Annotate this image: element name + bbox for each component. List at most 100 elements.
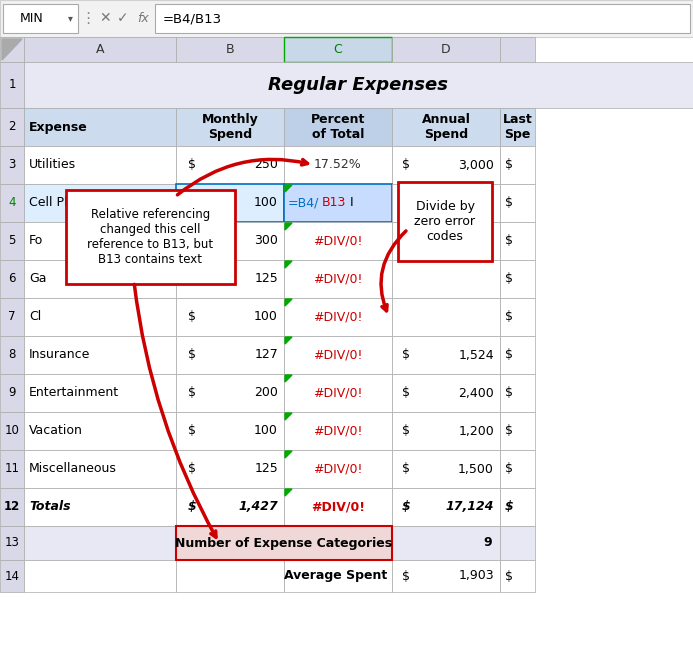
Bar [284, 108, 392, 146]
Bar [176, 488, 284, 526]
Text: $: $ [505, 462, 513, 476]
Text: Fo: Fo [29, 234, 43, 248]
Text: $: $ [402, 386, 410, 399]
Bar [284, 374, 392, 412]
Text: $: $ [402, 158, 410, 172]
Bar [500, 374, 535, 412]
Bar [500, 146, 535, 184]
Bar [0, 184, 24, 222]
Bar [392, 450, 500, 488]
Text: A: A [96, 43, 104, 56]
Bar [176, 108, 284, 146]
Text: 1,524: 1,524 [458, 348, 494, 362]
Bar [284, 146, 392, 184]
Bar [392, 412, 500, 450]
Text: 14: 14 [4, 570, 19, 582]
Bar [0, 108, 24, 146]
Bar [155, 4, 690, 33]
Text: 200: 200 [254, 386, 278, 399]
Polygon shape [285, 299, 292, 306]
Bar [392, 336, 500, 374]
Text: $: $ [505, 311, 513, 323]
Bar [24, 336, 176, 374]
Text: Relative referencing
changed this cell
reference to B13, but
B13 contains text: Relative referencing changed this cell r… [87, 207, 213, 266]
Text: fx: fx [137, 12, 149, 25]
Text: Cl: Cl [29, 311, 42, 323]
Text: $: $ [402, 348, 410, 362]
Bar [176, 412, 284, 450]
Bar [284, 412, 392, 450]
Text: #DIV/0!: #DIV/0! [313, 462, 362, 476]
Bar [0, 37, 24, 62]
Text: #DIV/0!: #DIV/0! [313, 425, 362, 437]
Text: 13: 13 [5, 537, 19, 550]
Bar [24, 560, 176, 592]
Text: 127: 127 [254, 348, 278, 362]
Text: 9: 9 [8, 386, 16, 399]
Text: B13: B13 [322, 197, 346, 209]
Text: 2,400: 2,400 [458, 386, 494, 399]
Polygon shape [285, 375, 292, 382]
Bar [500, 560, 535, 592]
Text: Annual
Spend: Annual Spend [421, 113, 471, 141]
Bar [0, 0, 693, 37]
Bar [176, 222, 284, 260]
Bar [0, 298, 24, 336]
Text: $: $ [505, 386, 513, 399]
Bar [0, 336, 24, 374]
Text: ⋮: ⋮ [80, 11, 96, 26]
Text: 7: 7 [8, 311, 16, 323]
Text: D: D [441, 43, 451, 56]
Text: 5: 5 [8, 234, 16, 248]
Text: Vacation: Vacation [29, 425, 83, 437]
Text: 1,500: 1,500 [458, 462, 494, 476]
Text: Totals: Totals [29, 501, 71, 513]
Text: 8: 8 [8, 348, 16, 362]
Bar [0, 412, 24, 450]
Text: 125: 125 [254, 272, 278, 285]
Bar [284, 260, 392, 298]
Text: 3: 3 [8, 158, 16, 172]
Text: 6: 6 [8, 272, 16, 285]
Bar [24, 260, 176, 298]
Text: 300: 300 [254, 234, 278, 248]
Text: $: $ [188, 462, 196, 476]
Text: $: $ [188, 348, 196, 362]
Text: 1,903: 1,903 [458, 570, 494, 582]
Text: 12: 12 [4, 501, 20, 513]
Text: Last
Spe: Last Spe [502, 113, 532, 141]
Text: 17.52%: 17.52% [314, 158, 362, 172]
Bar [0, 560, 24, 592]
Bar [500, 298, 535, 336]
Bar [392, 108, 500, 146]
Text: 2: 2 [8, 121, 16, 134]
Bar [24, 374, 176, 412]
Bar [176, 450, 284, 488]
Polygon shape [285, 451, 292, 458]
Text: $: $ [188, 425, 196, 437]
Polygon shape [285, 413, 292, 420]
Text: $: $ [402, 501, 411, 513]
Bar [392, 526, 500, 560]
Text: $: $ [402, 462, 410, 476]
Text: $: $ [188, 501, 197, 513]
Bar [176, 184, 284, 222]
Text: $: $ [505, 570, 513, 582]
Bar [392, 184, 500, 222]
Bar [500, 37, 535, 62]
Text: $: $ [402, 425, 410, 437]
Text: $: $ [505, 234, 513, 248]
Bar [0, 450, 24, 488]
Bar [176, 260, 284, 298]
Polygon shape [285, 223, 292, 230]
Text: 1,427: 1,427 [238, 501, 278, 513]
Bar [392, 560, 500, 592]
Text: 125: 125 [254, 462, 278, 476]
Text: $: $ [402, 197, 410, 209]
Text: Utilities: Utilities [29, 158, 76, 172]
Bar [392, 298, 500, 336]
Text: $: $ [505, 348, 513, 362]
Polygon shape [285, 489, 292, 496]
Bar [176, 560, 284, 592]
Text: Miscellaneous: Miscellaneous [29, 462, 117, 476]
